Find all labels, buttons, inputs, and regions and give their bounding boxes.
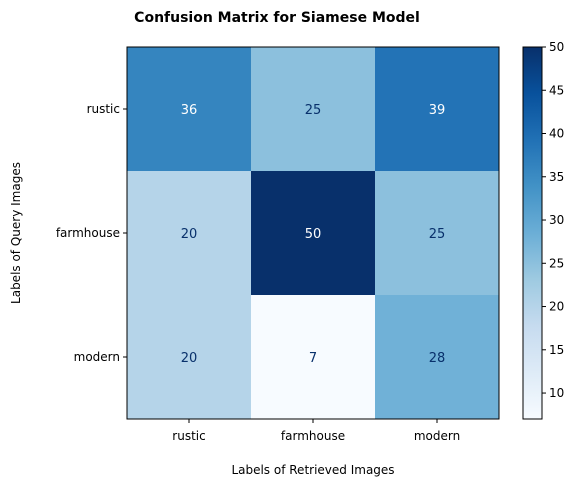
cell-value-label: 50 (305, 227, 322, 242)
cell-value-label: 7 (309, 351, 317, 366)
heatmap-cell (127, 47, 252, 172)
x-tick-label: rustic (172, 429, 205, 443)
colorbar-tick-label: 50 (549, 40, 564, 54)
chart-title: Confusion Matrix for Siamese Model (134, 10, 420, 26)
x-axis-ticks: rustic farmhouse modern (172, 419, 460, 443)
colorbar-tick-label: 15 (549, 343, 564, 357)
heatmap-cells (127, 47, 500, 420)
colorbar-tick-label: 30 (549, 213, 564, 227)
heatmap-cell (375, 47, 500, 172)
colorbar-tick-label: 20 (549, 300, 564, 314)
colorbar-tick-label: 35 (549, 170, 564, 184)
y-tick-label: rustic (87, 102, 120, 116)
cell-value-label: 39 (429, 103, 446, 118)
cell-value-label: 25 (429, 227, 446, 242)
x-tick-label: modern (414, 429, 460, 443)
heatmap-cell (251, 171, 376, 296)
colorbar-ticks: 10 15 20 25 30 35 40 45 50 (542, 40, 564, 400)
colorbar-tick-label: 45 (549, 83, 564, 97)
heatmap-cell (251, 295, 376, 420)
cell-value-label: 28 (429, 351, 446, 366)
cell-value-label: 36 (181, 103, 198, 118)
x-axis-label: Labels of Retrieved Images (231, 463, 394, 477)
heatmap-cell (127, 295, 252, 420)
heatmap-cell (375, 171, 500, 296)
heatmap-cell (375, 295, 500, 420)
colorbar-tick-label: 40 (549, 127, 564, 141)
colorbar-tick-label: 25 (549, 256, 564, 270)
colorbar-tick-label: 10 (549, 386, 564, 400)
y-axis-label: Labels of Query Images (9, 162, 23, 304)
y-tick-label: farmhouse (56, 226, 120, 240)
cell-value-label: 20 (181, 351, 198, 366)
y-tick-label: modern (74, 350, 120, 364)
heatmap-cell (251, 47, 376, 172)
heatmap-cell (127, 171, 252, 296)
x-tick-label: farmhouse (281, 429, 345, 443)
heatmap-cell-labels: 36 25 39 20 50 25 20 7 28 (181, 103, 446, 366)
cell-value-label: 25 (305, 103, 322, 118)
y-axis-ticks: rustic farmhouse modern (56, 102, 127, 364)
cell-value-label: 20 (181, 227, 198, 242)
colorbar (522, 46, 543, 420)
